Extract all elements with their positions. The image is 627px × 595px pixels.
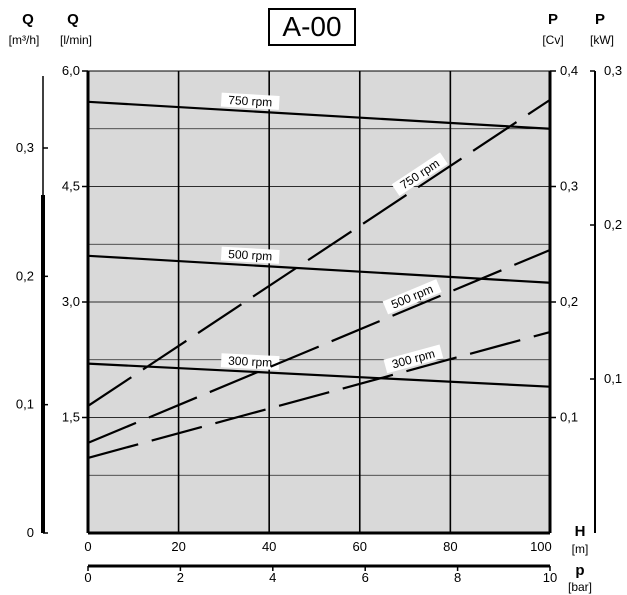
p-kw-axis-label: P [595, 11, 605, 28]
power-line-300-rpm [87, 330, 551, 459]
flow-series-label: 500 rpm [228, 247, 273, 264]
q-lmin-axis-label: Q [67, 11, 79, 28]
power-label-bg [391, 152, 448, 197]
p-bar-tick-label: 10 [543, 570, 557, 585]
h-tick-label: 80 [443, 539, 457, 554]
flow-line-300-rpm [87, 362, 551, 388]
p-bar-tick-label: 0 [84, 570, 91, 585]
chart-title: A-00 [268, 8, 356, 46]
p-cv-tick-label: 0,2 [560, 294, 578, 309]
h-tick-label: 60 [353, 539, 367, 554]
q-lmin-tick-label: 3,0 [62, 294, 80, 309]
power-line-500-rpm [87, 249, 551, 444]
p-bar-axis-unit: [bar] [568, 580, 592, 594]
q-m3h-axis-unit: [m³/h] [9, 33, 40, 47]
h-tick-label: 100 [530, 539, 552, 554]
q-m3h-tick-label: 0 [27, 525, 34, 540]
p-cv-tick-label: 0,4 [560, 63, 578, 78]
h-tick-label: 40 [262, 539, 276, 554]
flow-series-label: 300 rpm [228, 354, 273, 370]
p-bar-tick-label: 6 [362, 570, 369, 585]
p-bar-tick-label: 4 [269, 570, 276, 585]
p-cv-tick-label: 0,1 [560, 410, 578, 425]
flow-line-750-rpm [87, 100, 551, 130]
flow-label-bg [220, 246, 280, 264]
p-kw-tick-label: 0,3 [604, 63, 622, 78]
flow-label-bg [220, 92, 280, 110]
q-m3h-tick-label: 0,2 [16, 268, 34, 283]
flow-line-500-rpm [87, 254, 551, 284]
q-lmin-tick-label: 4,5 [62, 179, 80, 194]
q-m3h-tick-label: 0,1 [16, 397, 34, 412]
h-axis-label: H [575, 523, 586, 540]
h-tick-label: 20 [171, 539, 185, 554]
p-cv-axis-label: P [548, 11, 558, 28]
p-bar-axis-label: p [575, 562, 584, 579]
p-bar-tick-label: 2 [177, 570, 184, 585]
p-kw-tick-label: 0,2 [604, 217, 622, 232]
power-label-bg [383, 344, 444, 374]
power-label-bg [382, 279, 442, 315]
q-m3h-tick-label: 0,3 [16, 140, 34, 155]
flow-series-label: 750 rpm [228, 93, 273, 110]
q-lmin-axis-unit: [l/min] [60, 33, 92, 47]
p-bar-tick-label: 8 [454, 570, 461, 585]
p-cv-axis-unit: [Cv] [542, 33, 563, 47]
q-lmin-tick-label: 6,0 [62, 63, 80, 78]
flow-label-bg [220, 353, 280, 371]
power-line-750-rpm [87, 98, 551, 407]
h-tick-label: 0 [84, 539, 91, 554]
h-axis-unit: [m] [572, 542, 589, 556]
q-lmin-tick-label: 1,5 [62, 410, 80, 425]
p-cv-tick-label: 0,3 [560, 179, 578, 194]
q-m3h-axis-label: Q [22, 11, 34, 28]
p-kw-tick-label: 0,1 [604, 371, 622, 386]
p-kw-axis-unit: [kW] [590, 33, 614, 47]
